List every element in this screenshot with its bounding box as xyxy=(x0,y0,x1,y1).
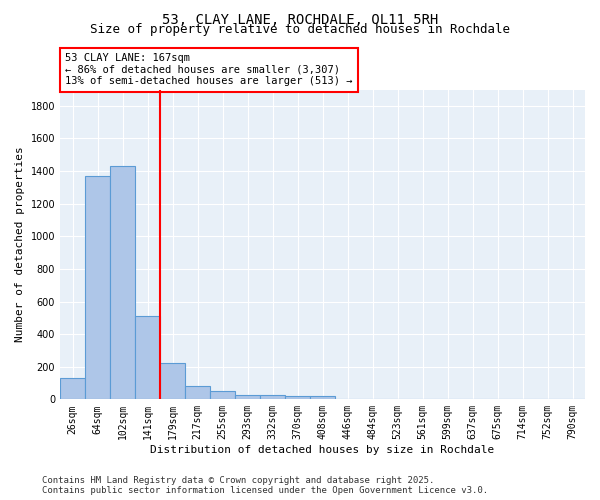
Text: Contains HM Land Registry data © Crown copyright and database right 2025.
Contai: Contains HM Land Registry data © Crown c… xyxy=(42,476,488,495)
Text: Size of property relative to detached houses in Rochdale: Size of property relative to detached ho… xyxy=(90,22,510,36)
X-axis label: Distribution of detached houses by size in Rochdale: Distribution of detached houses by size … xyxy=(151,445,494,455)
Y-axis label: Number of detached properties: Number of detached properties xyxy=(15,146,25,342)
Bar xyxy=(310,396,335,400)
Bar xyxy=(260,396,285,400)
Bar xyxy=(210,391,235,400)
Bar xyxy=(235,395,260,400)
Bar xyxy=(285,396,310,400)
Bar xyxy=(110,166,135,400)
Bar xyxy=(135,316,160,400)
Text: 53 CLAY LANE: 167sqm
← 86% of detached houses are smaller (3,307)
13% of semi-de: 53 CLAY LANE: 167sqm ← 86% of detached h… xyxy=(65,54,353,86)
Text: 53, CLAY LANE, ROCHDALE, OL11 5RH: 53, CLAY LANE, ROCHDALE, OL11 5RH xyxy=(162,12,438,26)
Bar xyxy=(85,176,110,400)
Bar xyxy=(160,362,185,400)
Bar xyxy=(185,386,210,400)
Bar xyxy=(60,378,85,400)
